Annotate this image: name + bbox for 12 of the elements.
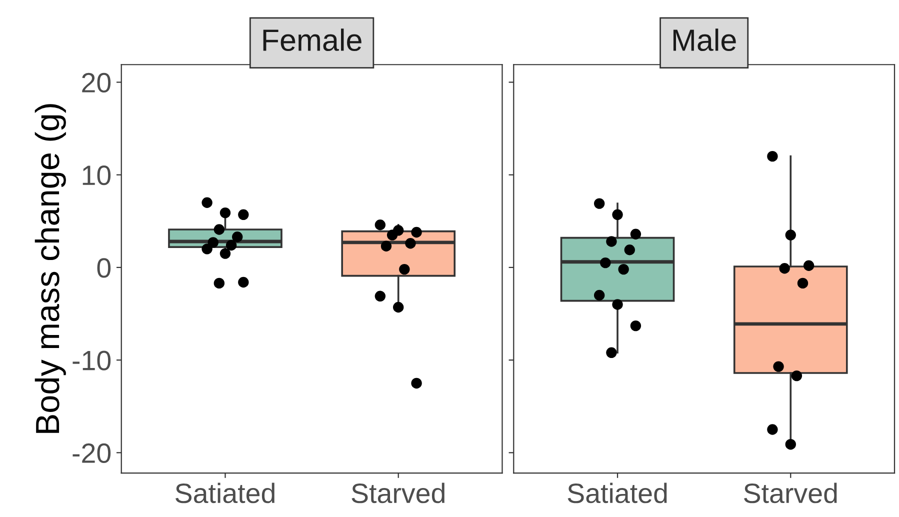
y-tick-label: -20	[72, 443, 111, 464]
chart-title: Male	[673, 28, 736, 52]
chart-title: Female	[263, 28, 362, 52]
y-tick-label: 10	[82, 166, 111, 186]
y-tick-label: -10	[72, 350, 111, 370]
x-tick-label: Satiated	[176, 482, 274, 504]
x-tick-label: Starved	[744, 482, 837, 504]
y-tick-label: 0	[97, 258, 111, 278]
y-axis-title: Body mass change (g)	[34, 104, 66, 433]
y-tick-label: 20	[82, 72, 111, 93]
x-tick-label: Starved	[352, 482, 444, 504]
x-tick-label: Satiated	[568, 482, 667, 504]
